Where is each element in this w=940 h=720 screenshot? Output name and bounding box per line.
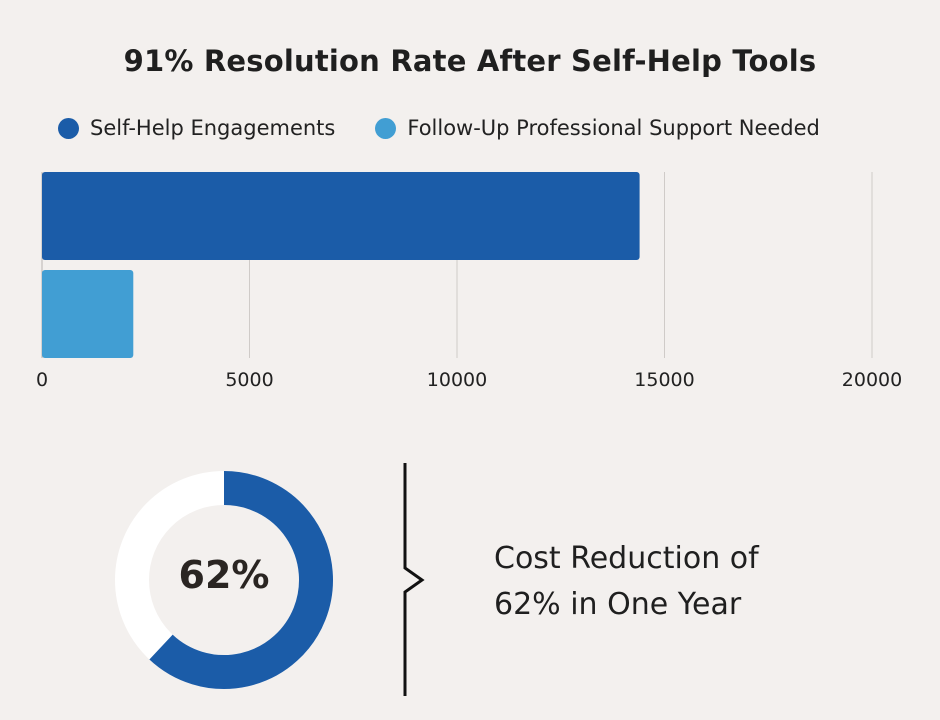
bar-follow-up-professional-support-needed: [42, 270, 134, 358]
x-tick-label: 0: [36, 369, 48, 391]
legend-label-self-help: Self-Help Engagements: [90, 116, 336, 140]
legend-label-follow-up: Follow-Up Professional Support Needed: [407, 116, 820, 140]
donut-center-label: 62%: [178, 553, 270, 597]
chart-title: 91% Resolution Rate After Self-Help Tool…: [123, 44, 817, 78]
cost-reduction-text: Cost Reduction of 62% in One Year: [494, 536, 894, 628]
x-tick-label: 5000: [225, 369, 273, 391]
legend: Self-Help Engagements Follow-Up Professi…: [58, 116, 860, 140]
legend-swatch-self-help: [58, 117, 79, 139]
brace-divider: [403, 463, 425, 696]
x-tick-label: 10000: [427, 369, 487, 391]
legend-swatch-follow-up: [375, 117, 397, 139]
legend-item-self-help: Self-Help Engagements: [58, 116, 335, 140]
cost-reduction-line-2: 62% in One Year: [494, 587, 742, 622]
cost-reduction-line-1: Cost Reduction of: [494, 541, 759, 576]
x-tick-label: 20000: [842, 369, 902, 391]
bar-chart: 0 5000 10000 15000 20000: [36, 172, 902, 391]
legend-item-follow-up: Follow-Up Professional Support Needed: [375, 116, 820, 140]
bar-self-help-engagements: [42, 172, 640, 260]
x-tick-label: 15000: [634, 369, 694, 391]
